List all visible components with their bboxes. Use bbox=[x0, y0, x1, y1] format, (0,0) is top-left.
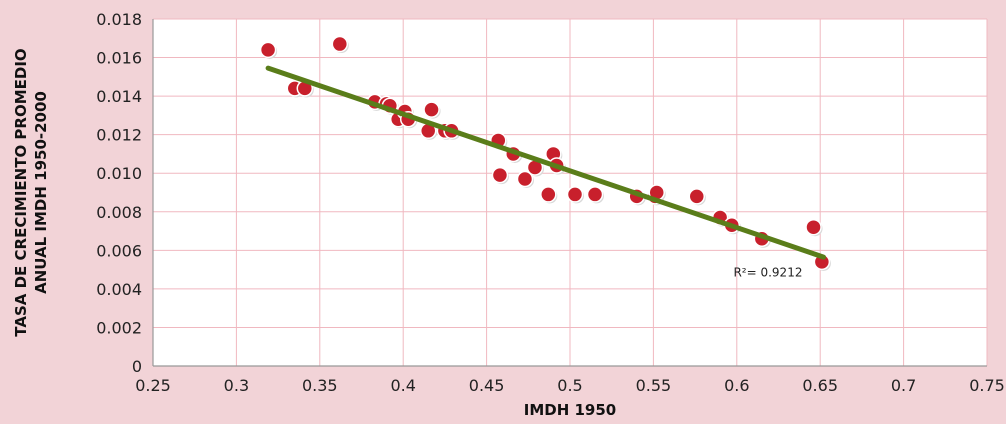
y-tick-label: 0.006 bbox=[96, 241, 142, 260]
y-axis-title-line-2: ANUAL IMDH 1950-2000 bbox=[32, 91, 50, 294]
axes bbox=[152, 19, 987, 367]
y-tick-label: 0 bbox=[132, 357, 142, 376]
r-squared-annotation: R²= 0.9212 bbox=[733, 265, 802, 279]
y-tick-label: 0.002 bbox=[96, 318, 142, 337]
data-point bbox=[491, 166, 509, 184]
x-tick-label: 0.45 bbox=[469, 376, 505, 395]
x-tick-label: 0.75 bbox=[969, 376, 1005, 395]
y-tick-label: 0.008 bbox=[96, 203, 142, 222]
data-point bbox=[259, 41, 277, 59]
y-tick-label: 0.014 bbox=[96, 87, 142, 106]
y-tick-label: 0.010 bbox=[96, 164, 142, 183]
x-tick-label: 0.4 bbox=[390, 376, 415, 395]
x-tick-label: 0.25 bbox=[135, 376, 171, 395]
x-tick-label: 0.35 bbox=[302, 376, 338, 395]
y-tick-labels: 0 0.002 0.004 0.006 0.008 0.010 0.012 0.014 0.01… bbox=[96, 10, 142, 376]
x-tick-label: 0.65 bbox=[802, 376, 838, 395]
data-point bbox=[586, 186, 604, 203]
data-point bbox=[516, 170, 534, 188]
y-tick-label: 0.016 bbox=[96, 49, 142, 68]
x-tick-label: 0.5 bbox=[557, 376, 582, 395]
y-axis-title-line-1: TASA DE CRECIMIENTO PROMEDIO bbox=[12, 48, 30, 336]
data-point bbox=[423, 101, 440, 118]
gridlines bbox=[153, 18, 988, 366]
data-point bbox=[805, 218, 822, 236]
data-point bbox=[540, 186, 557, 203]
data-point bbox=[566, 186, 584, 203]
x-tick-label: 0.6 bbox=[724, 376, 749, 395]
y-tick-label: 0.012 bbox=[96, 126, 142, 145]
x-axis-title: IMDH 1950 bbox=[524, 401, 616, 419]
y-tick-label: 0.004 bbox=[96, 280, 142, 299]
x-tick-labels: 0.25 0.3 0.35 0.4 0.45 0.5 0.55 0.6 0.65 0.7 0.75 bbox=[135, 376, 1005, 395]
y-tick-label: 0.018 bbox=[96, 10, 142, 29]
x-tick-label: 0.7 bbox=[891, 376, 916, 395]
data-point bbox=[331, 35, 349, 53]
data-point bbox=[688, 188, 706, 205]
trendline bbox=[265, 65, 827, 260]
x-tick-label: 0.3 bbox=[224, 376, 249, 395]
x-tick-label: 0.55 bbox=[636, 376, 672, 395]
